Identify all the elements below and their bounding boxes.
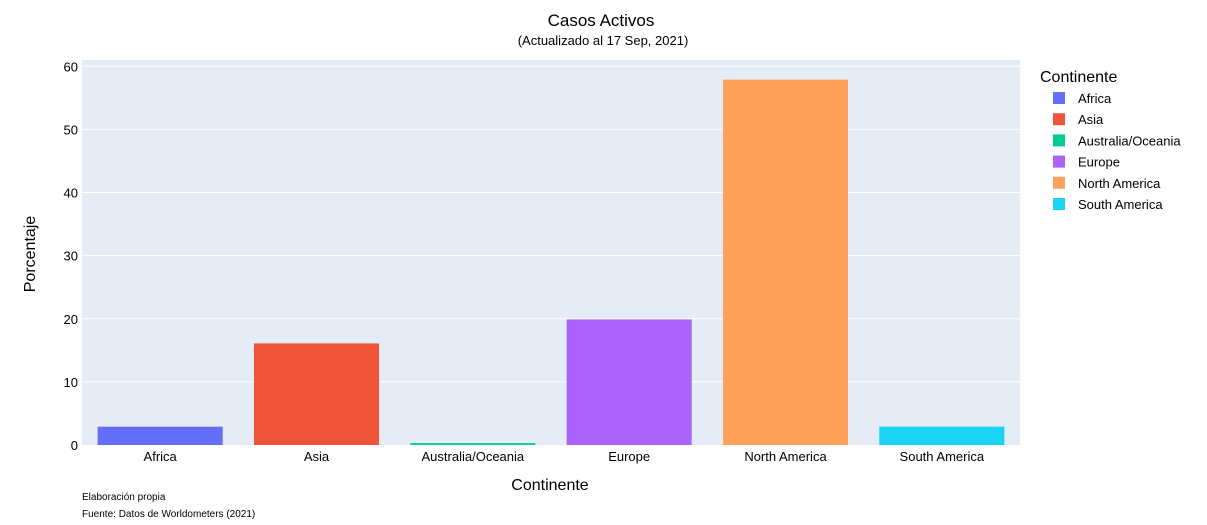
bar-north-america [722,79,849,445]
y-tick-label: 0 [71,438,78,453]
bar-asia [253,343,380,445]
x-tick-label: Asia [304,449,330,464]
y-tick-label: 10 [64,375,78,390]
x-tick-label: Australia/Oceania [422,449,525,464]
y-tick-label: 30 [64,249,78,264]
plot-area: 0 10 20 30 40 50 60 Africa Asia Australia/Oceania… [64,59,1020,464]
legend-title: Continente [1040,69,1117,86]
note-authorship: Elaboración propia [82,492,166,503]
y-tick-label: 20 [64,312,78,327]
legend-swatch-europe [1053,155,1065,168]
x-tick-label: North America [744,449,827,464]
legend-swatch-asia [1053,113,1065,126]
y-tick-label: 60 [64,59,78,74]
bar-europe [566,319,692,445]
note-source: Fuente: Datos de Worldometers (2021) [82,509,255,520]
legend-label-asia: Asia [1078,112,1104,127]
chart-title: Casos Activos [548,11,655,30]
x-tick-label: South America [900,449,985,464]
bar-south-america [879,426,1005,445]
y-axis-title: Porcentaje [22,216,39,293]
plot-background [82,60,1020,445]
chart-subtitle: (Actualizado al 17 Sep, 2021) [518,33,689,48]
y-tick-label: 50 [64,122,78,137]
legend-label-europe: Europe [1078,155,1120,170]
x-tick-label: Europe [608,449,650,464]
legend-label-africa: Africa [1078,91,1112,106]
legend-swatch-south-america [1053,198,1065,210]
legend-label-south-america: South America [1078,197,1163,212]
legend-swatch-north-america [1053,176,1065,189]
legend: Continente Africa Asia Australia/Oceania Eu… [1040,69,1181,212]
legend-swatch-africa [1053,92,1065,104]
bar-africa [97,426,223,445]
legend-swatch-australia-oceania [1053,134,1065,147]
x-tick-label: Africa [144,449,178,464]
y-tick-label: 40 [64,186,78,201]
bar-australia-oceania [410,443,536,445]
legend-label-australia-oceania: Australia/Oceania [1078,133,1181,148]
x-axis-title: Continente [511,477,588,494]
legend-label-north-america: North America [1078,176,1161,191]
